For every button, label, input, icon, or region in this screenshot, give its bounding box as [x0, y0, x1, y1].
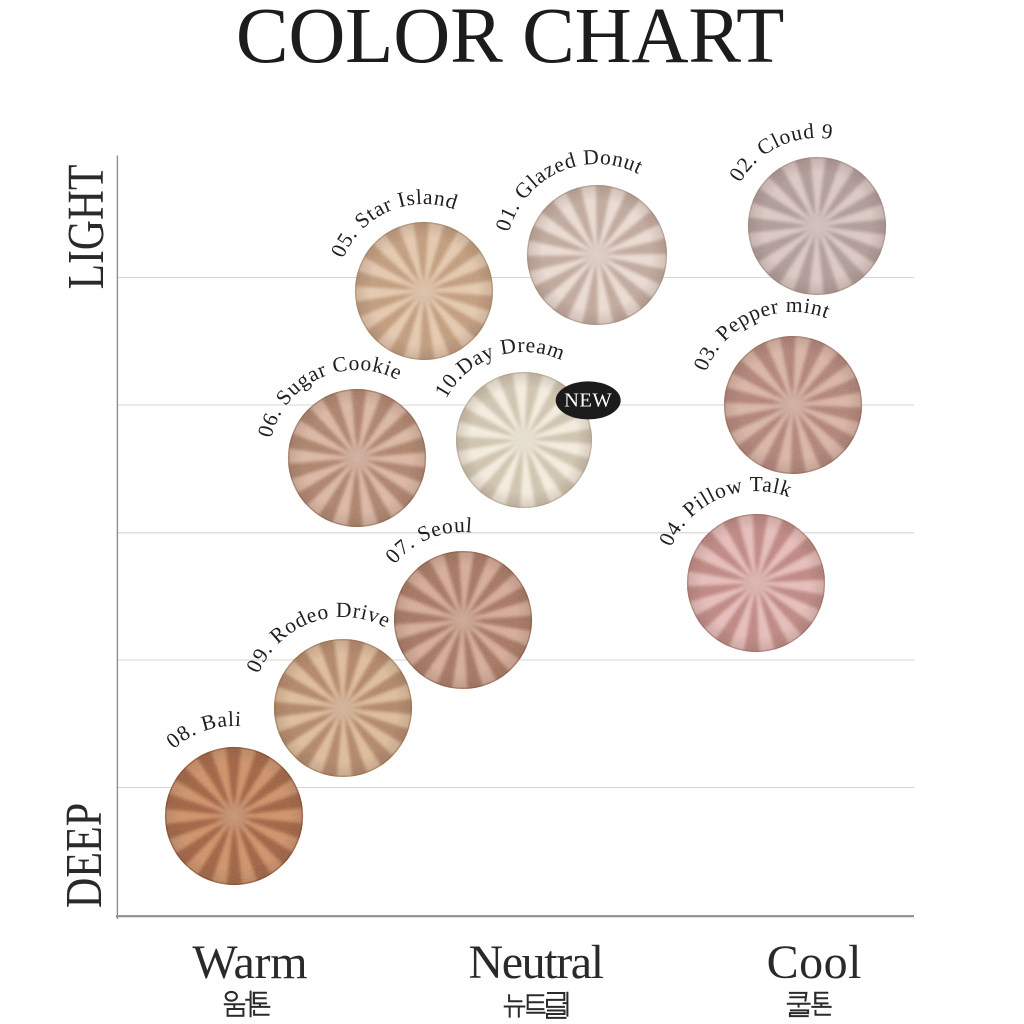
- svg-text:Warm: Warm: [192, 936, 307, 989]
- svg-text:LIGHT: LIGHT: [58, 165, 115, 290]
- svg-text:NEW: NEW: [564, 390, 612, 412]
- svg-text:Cool: Cool: [767, 936, 862, 989]
- svg-text:Neutral: Neutral: [469, 936, 604, 989]
- svg-text:DEEP: DEEP: [56, 803, 113, 908]
- svg-text:COLOR CHART: COLOR CHART: [236, 0, 784, 80]
